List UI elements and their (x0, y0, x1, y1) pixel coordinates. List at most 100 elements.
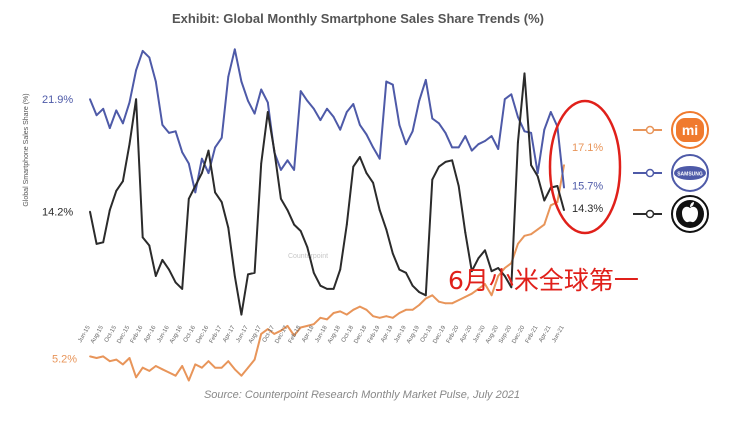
data-point (280, 169, 282, 171)
data-point (438, 165, 440, 168)
data-point (563, 186, 565, 189)
data-point (266, 101, 269, 104)
data-point (181, 365, 184, 367)
data-point (122, 122, 124, 125)
value-labels: 5.2% 17.1% 21.9% 15.7% 14.2% 14.3% (42, 94, 603, 365)
data-point (451, 146, 453, 149)
data-point (438, 122, 440, 125)
data-point (174, 130, 177, 133)
data-point (556, 185, 559, 187)
data-point (385, 80, 388, 83)
data-point (168, 132, 170, 134)
data-point (332, 116, 335, 118)
data-point (273, 149, 276, 152)
data-point (168, 268, 170, 271)
data-point (286, 325, 289, 327)
data-point (359, 156, 361, 158)
data-point (154, 80, 157, 83)
x-tick-label: Aug-19 (406, 324, 421, 344)
data-point (418, 304, 421, 306)
data-point (312, 271, 315, 274)
data-point (464, 296, 467, 298)
data-point (187, 379, 190, 382)
samsung-logo-text: SAMSUNG (677, 172, 703, 178)
x-tick-label: Feb-17 (209, 324, 224, 344)
data-point (391, 83, 394, 86)
data-point (240, 313, 243, 316)
legend-marker (645, 168, 655, 178)
data-point (89, 210, 91, 213)
data-point (102, 107, 105, 110)
data-point (102, 241, 105, 244)
data-point (352, 308, 355, 311)
data-point (523, 72, 526, 75)
data-point (141, 366, 144, 369)
data-point (477, 257, 480, 260)
series-apple (89, 72, 565, 316)
apple-logo-leaf (690, 202, 694, 207)
data-point (543, 128, 546, 131)
data-point (464, 231, 467, 234)
data-point (523, 130, 526, 133)
data-point (457, 185, 460, 187)
data-point (260, 88, 263, 91)
data-point (253, 271, 256, 274)
data-point (227, 226, 230, 229)
data-point (517, 243, 519, 245)
data-point (89, 355, 91, 358)
data-point (266, 328, 269, 330)
data-point (135, 98, 138, 101)
x-tick-label: Feb-16 (130, 324, 145, 344)
data-point (530, 233, 532, 236)
x-tick-label: Jun-21 (551, 324, 566, 343)
data-point (510, 286, 513, 289)
end-value-label-apple: 14.3% (572, 203, 603, 215)
data-point (530, 164, 532, 167)
data-point (306, 99, 309, 102)
legend: mi SAMSUNG (633, 111, 709, 233)
data-point (181, 288, 184, 290)
data-point (523, 234, 526, 237)
data-point (490, 135, 493, 138)
data-point (326, 288, 328, 290)
data-point (201, 366, 203, 369)
data-point (174, 374, 177, 377)
data-point (220, 136, 223, 139)
data-point (233, 275, 236, 277)
data-point (470, 292, 473, 295)
data-point (312, 107, 315, 110)
data-point (227, 75, 230, 78)
data-point (405, 308, 407, 311)
data-point (326, 318, 328, 321)
data-point (108, 127, 111, 129)
data-point (517, 141, 519, 144)
data-point (319, 284, 322, 287)
data-point (207, 360, 210, 363)
x-tick-label: Feb-20 (446, 324, 461, 344)
data-point (563, 209, 565, 212)
data-point (253, 112, 256, 115)
data-point (187, 162, 190, 165)
data-point (464, 135, 467, 138)
data-point (293, 223, 295, 226)
start-value-label-xiaomi: 5.2% (52, 353, 77, 365)
data-point (345, 223, 348, 226)
data-point (154, 275, 157, 277)
x-tick-label: Feb-19 (367, 324, 382, 344)
data-point (174, 281, 177, 284)
data-point (207, 149, 210, 152)
data-point (484, 249, 486, 252)
data-point (444, 132, 447, 134)
data-point (286, 209, 289, 212)
x-tick-label: Feb-18 (288, 324, 303, 344)
data-point (424, 79, 427, 81)
series-xiaomi (89, 164, 565, 382)
data-point (385, 315, 388, 318)
data-point (484, 283, 486, 285)
data-point (424, 294, 427, 297)
data-point (543, 223, 546, 226)
legend-marker (645, 209, 655, 219)
data-point (451, 159, 453, 162)
data-point (148, 244, 151, 247)
annotation-text: 6月小米全球第一 (448, 266, 639, 295)
